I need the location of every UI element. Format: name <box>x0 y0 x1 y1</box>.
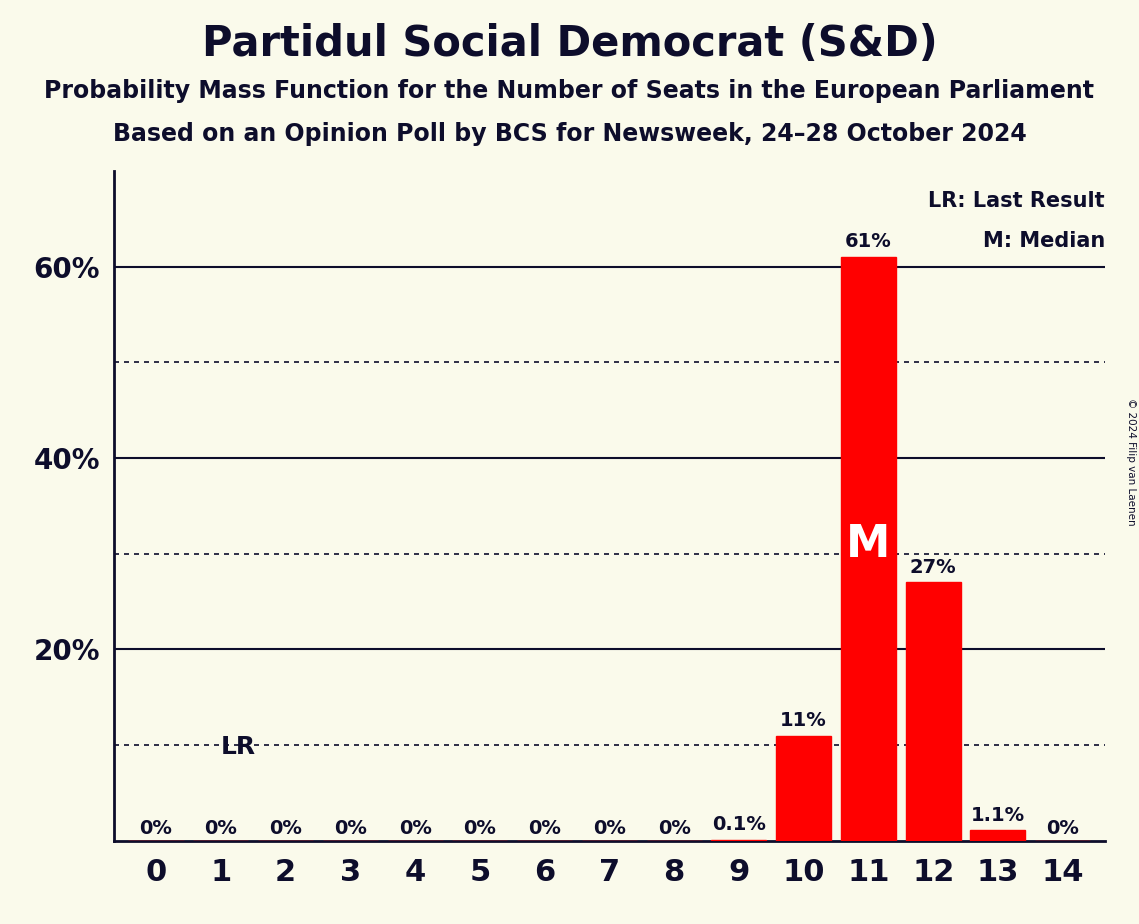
Text: Probability Mass Function for the Number of Seats in the European Parliament: Probability Mass Function for the Number… <box>44 79 1095 103</box>
Text: 1.1%: 1.1% <box>970 806 1025 824</box>
Text: 0%: 0% <box>334 819 367 838</box>
Text: 61%: 61% <box>845 232 892 251</box>
Text: 0.1%: 0.1% <box>712 815 765 834</box>
Text: 0%: 0% <box>464 819 497 838</box>
Text: 0%: 0% <box>269 819 302 838</box>
Text: 0%: 0% <box>204 819 237 838</box>
Text: 0%: 0% <box>140 819 172 838</box>
Text: 0%: 0% <box>657 819 690 838</box>
Text: 11%: 11% <box>780 711 827 730</box>
Text: Partidul Social Democrat (S&D): Partidul Social Democrat (S&D) <box>202 23 937 65</box>
Text: 0%: 0% <box>593 819 625 838</box>
Text: 0%: 0% <box>528 819 562 838</box>
Bar <box>712 840 767 841</box>
Text: Based on an Opinion Poll by BCS for Newsweek, 24–28 October 2024: Based on an Opinion Poll by BCS for News… <box>113 122 1026 146</box>
Text: 0%: 0% <box>1047 819 1079 838</box>
Text: LR: Last Result: LR: Last Result <box>928 191 1105 211</box>
Bar <box>841 257 896 841</box>
Text: 0%: 0% <box>399 819 432 838</box>
Bar <box>970 831 1025 841</box>
Text: M: Median: M: Median <box>983 231 1105 251</box>
Text: M: M <box>846 523 891 565</box>
Bar <box>906 582 960 841</box>
Bar <box>776 736 831 841</box>
Text: © 2024 Filip van Laenen: © 2024 Filip van Laenen <box>1125 398 1136 526</box>
Text: LR: LR <box>221 736 256 760</box>
Text: 27%: 27% <box>910 558 957 577</box>
